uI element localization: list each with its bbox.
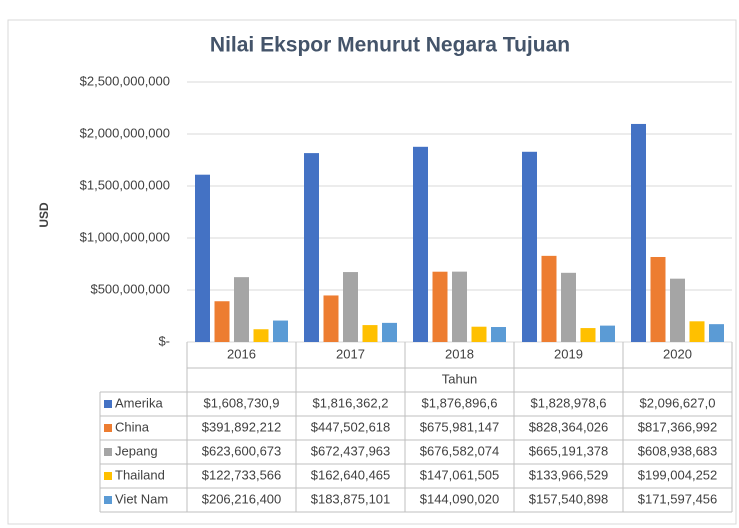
legend-label: Viet Nam bbox=[115, 491, 168, 506]
x-tick-label: 2020 bbox=[663, 346, 692, 361]
table-cell: $162,640,465 bbox=[311, 467, 391, 482]
legend-key bbox=[104, 424, 112, 432]
bar bbox=[670, 278, 685, 342]
legend-label: Thailand bbox=[115, 467, 165, 482]
bar bbox=[304, 153, 319, 342]
table-cell: $672,437,963 bbox=[311, 443, 391, 458]
legend-label: Amerika bbox=[115, 395, 163, 410]
table-cell: $122,733,566 bbox=[202, 467, 282, 482]
x-tick-label: 2018 bbox=[445, 346, 474, 361]
bar bbox=[522, 151, 537, 342]
y-tick-label: $2,000,000,000 bbox=[80, 125, 170, 140]
legend-label: China bbox=[115, 419, 150, 434]
x-tick-label: 2019 bbox=[554, 346, 583, 361]
x-axis-title: Tahun bbox=[442, 371, 477, 386]
table-cell: $144,090,020 bbox=[420, 491, 500, 506]
y-axis-title: USD bbox=[37, 202, 51, 228]
y-tick-label: $- bbox=[158, 333, 170, 348]
table-cell: $675,981,147 bbox=[420, 419, 500, 434]
bar bbox=[580, 328, 596, 342]
x-tick-label: 2017 bbox=[336, 346, 365, 361]
table-cell: $1,828,978,6 bbox=[531, 395, 607, 410]
bar bbox=[195, 174, 210, 342]
y-tick-label: $1,000,000,000 bbox=[80, 229, 170, 244]
x-tick-label: 2016 bbox=[227, 346, 256, 361]
table-cell: $608,938,683 bbox=[638, 443, 718, 458]
table-cell: $206,216,400 bbox=[202, 491, 282, 506]
bar bbox=[214, 301, 230, 342]
chart-title: Nilai Ekspor Menurut Negara Tujuan bbox=[210, 34, 570, 57]
legend-key bbox=[104, 472, 112, 480]
bar bbox=[541, 255, 557, 342]
bar bbox=[471, 326, 487, 342]
legend-key bbox=[104, 400, 112, 408]
table-cell: $391,892,212 bbox=[202, 419, 282, 434]
table-cell: $183,875,101 bbox=[311, 491, 391, 506]
bar bbox=[650, 256, 666, 342]
table-cell: $1,876,896,6 bbox=[422, 395, 498, 410]
bar bbox=[631, 123, 646, 342]
legend-key bbox=[104, 448, 112, 456]
table-cell: $828,364,026 bbox=[529, 419, 609, 434]
bar bbox=[362, 325, 378, 342]
table-cell: $817,366,992 bbox=[638, 419, 718, 434]
bar bbox=[234, 277, 249, 342]
bar bbox=[413, 146, 428, 342]
bar bbox=[709, 324, 724, 342]
bar bbox=[561, 272, 576, 342]
bar bbox=[253, 329, 269, 342]
bar bbox=[273, 320, 288, 342]
table-cell: $1,608,730,9 bbox=[204, 395, 280, 410]
table-cell: $2,096,627,0 bbox=[640, 395, 716, 410]
y-tick-label: $2,500,000,000 bbox=[80, 73, 170, 88]
table-cell: $676,582,074 bbox=[420, 443, 500, 458]
table-cell: $157,540,898 bbox=[529, 491, 609, 506]
bar bbox=[689, 321, 705, 342]
table-cell: $665,191,378 bbox=[529, 443, 609, 458]
table-cell: $147,061,505 bbox=[420, 467, 500, 482]
y-tick-label: $1,500,000,000 bbox=[80, 177, 170, 192]
bar bbox=[491, 327, 506, 342]
bar bbox=[343, 272, 358, 342]
table-cell: $199,004,252 bbox=[638, 467, 718, 482]
bar bbox=[382, 322, 397, 342]
legend-label: Jepang bbox=[115, 443, 158, 458]
table-cell: $171,597,456 bbox=[638, 491, 718, 506]
y-tick-label: $500,000,000 bbox=[90, 281, 170, 296]
table-cell: $447,502,618 bbox=[311, 419, 391, 434]
bar bbox=[323, 295, 339, 342]
table-cell: $1,816,362,2 bbox=[313, 395, 389, 410]
bar bbox=[452, 271, 467, 342]
bar bbox=[600, 325, 615, 342]
table-cell: $133,966,529 bbox=[529, 467, 609, 482]
legend-key bbox=[104, 496, 112, 504]
table-cell: $623,600,673 bbox=[202, 443, 282, 458]
bar bbox=[432, 271, 448, 342]
